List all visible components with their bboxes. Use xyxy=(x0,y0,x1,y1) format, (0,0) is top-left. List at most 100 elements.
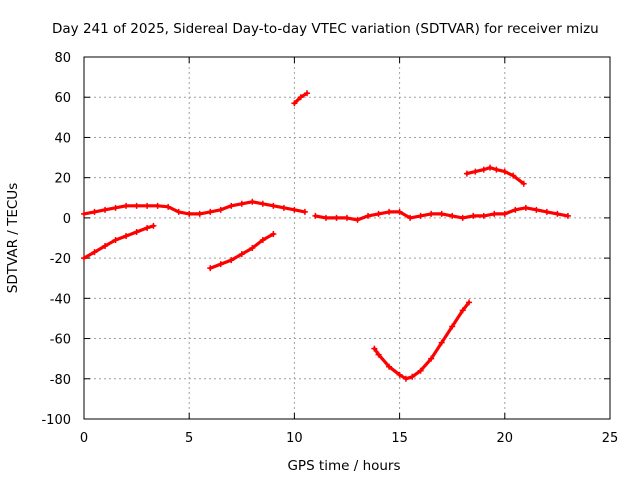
data-point xyxy=(428,355,435,362)
y-tick-label: 0 xyxy=(63,212,71,227)
y-tick-label: 80 xyxy=(54,51,71,66)
x-tick-label: 5 xyxy=(185,431,193,446)
data-point xyxy=(291,100,298,107)
data-point xyxy=(91,249,98,256)
data-point xyxy=(217,261,224,268)
data-point xyxy=(133,228,140,235)
data-point xyxy=(480,212,487,219)
data-point xyxy=(449,323,456,330)
data-point xyxy=(249,245,256,252)
data-point xyxy=(371,345,378,352)
data-point xyxy=(81,255,87,262)
data-point xyxy=(472,168,479,175)
data-point xyxy=(207,265,214,272)
data-point xyxy=(270,202,277,209)
data-point xyxy=(144,202,151,209)
series-arc-deep-dip xyxy=(371,299,473,382)
data-point xyxy=(228,257,235,264)
data-point xyxy=(91,208,98,215)
data-point xyxy=(438,210,445,217)
data-point xyxy=(520,180,527,187)
data-point xyxy=(354,216,361,223)
y-tick-label: -80 xyxy=(50,373,71,388)
chart-title: Day 241 of 2025, Sidereal Day-to-day VTE… xyxy=(52,21,599,37)
data-point xyxy=(491,210,498,217)
data-point xyxy=(259,200,266,207)
data-point xyxy=(133,202,140,209)
y-axis-label: SDTVAR / TECUs xyxy=(5,183,21,293)
data-point xyxy=(501,210,508,217)
series-trace xyxy=(82,200,307,216)
y-tick-label: -100 xyxy=(41,413,71,428)
data-point xyxy=(175,208,182,215)
data-point xyxy=(154,202,161,209)
y-tick-label: 20 xyxy=(54,172,71,187)
data-point xyxy=(144,224,151,231)
data-point xyxy=(417,367,424,374)
x-tick-label: 15 xyxy=(391,431,408,446)
series-arc-morning-negative xyxy=(207,230,277,272)
data-point xyxy=(112,204,119,211)
x-tick-label: 20 xyxy=(497,431,514,446)
data-point xyxy=(81,210,87,217)
series-arc-early-negative xyxy=(81,222,157,262)
data-point xyxy=(280,204,287,211)
series-arc-evening-positive xyxy=(463,164,527,187)
data-point xyxy=(301,208,308,215)
data-point xyxy=(428,210,435,217)
data-point xyxy=(470,212,477,219)
data-point xyxy=(297,94,304,101)
data-point xyxy=(291,206,298,213)
data-point xyxy=(322,214,329,221)
axis-ticks: 0 5 10 15 20 25 -100 -80 -60 -40 -20 0 20 40 60 80 xyxy=(41,51,618,446)
y-tick-label: -40 xyxy=(50,292,71,307)
x-tick-label: 25 xyxy=(602,431,619,446)
series-band-near-zero-1 xyxy=(81,198,308,217)
data-point xyxy=(402,375,409,382)
data-point xyxy=(533,206,540,213)
data-point xyxy=(304,90,311,97)
data-point xyxy=(459,307,466,314)
data-point xyxy=(102,206,109,213)
data-point xyxy=(375,210,382,217)
data-point xyxy=(493,166,500,173)
data-series xyxy=(81,90,571,382)
data-point xyxy=(365,212,372,219)
data-point xyxy=(407,214,414,221)
data-point xyxy=(333,214,340,221)
data-point xyxy=(386,208,393,215)
data-point xyxy=(438,339,445,346)
data-point xyxy=(102,243,109,250)
data-point xyxy=(196,210,203,217)
data-point xyxy=(554,210,561,217)
x-tick-label: 10 xyxy=(286,431,303,446)
grid-lines xyxy=(84,57,610,419)
data-point xyxy=(123,232,130,239)
data-point xyxy=(123,202,130,209)
data-point xyxy=(112,237,119,244)
y-tick-label: 60 xyxy=(54,91,71,106)
plot-frame xyxy=(83,56,611,420)
data-point xyxy=(417,212,424,219)
data-point xyxy=(449,212,456,219)
data-point xyxy=(487,164,494,171)
data-point xyxy=(249,198,256,205)
data-point xyxy=(344,214,350,221)
data-point xyxy=(150,222,157,229)
x-axis-label: GPS time / hours xyxy=(287,458,400,474)
data-point xyxy=(543,208,550,215)
data-point xyxy=(564,212,571,219)
data-point xyxy=(207,208,214,215)
y-tick-label: -20 xyxy=(50,252,71,267)
series-arc-high xyxy=(291,90,311,107)
data-point xyxy=(238,251,245,258)
x-tick-label: 0 xyxy=(80,431,88,446)
data-point xyxy=(238,200,245,207)
data-point xyxy=(165,203,172,210)
data-point xyxy=(459,214,466,221)
data-point xyxy=(386,363,393,370)
series-trace xyxy=(372,300,471,381)
data-point xyxy=(312,212,319,219)
data-point xyxy=(409,373,416,380)
data-point xyxy=(466,299,473,306)
